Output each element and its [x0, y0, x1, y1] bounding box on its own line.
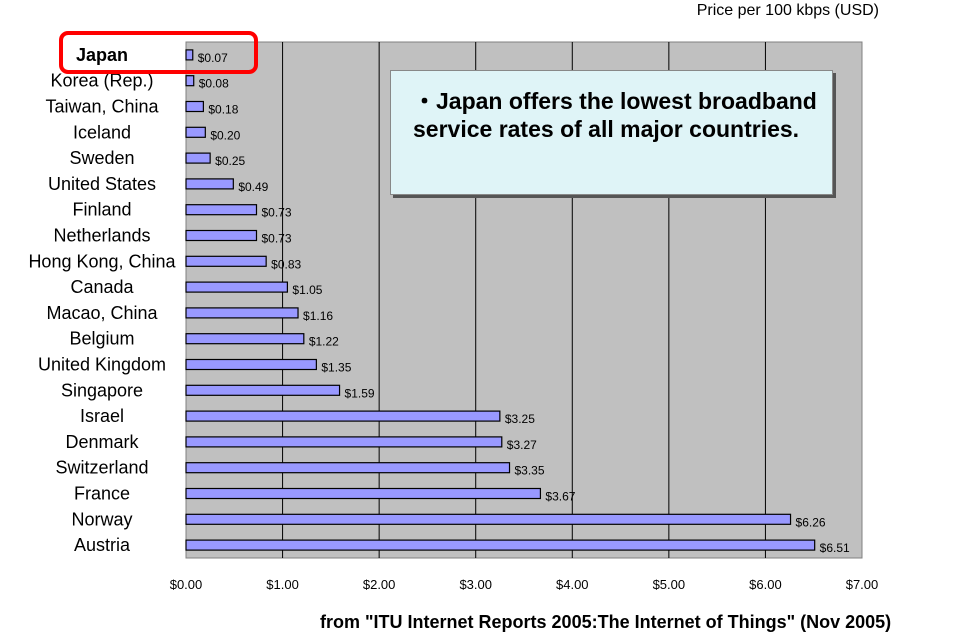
category-label: Taiwan, China [45, 97, 159, 117]
x-tick-label: $0.00 [170, 577, 203, 592]
bar-value-label: $3.25 [505, 412, 535, 426]
category-label: Macao, China [46, 303, 158, 323]
x-tick-label: $5.00 [653, 577, 686, 592]
bar-value-label: $0.08 [199, 77, 229, 91]
bar-value-label: $0.20 [210, 128, 240, 142]
x-tick-label: $6.00 [749, 577, 782, 592]
bar-value-label: $1.16 [303, 309, 333, 323]
bar-value-label: $0.49 [238, 180, 268, 194]
x-tick-label: $3.00 [459, 577, 492, 592]
bar-value-label: $0.73 [261, 232, 291, 246]
category-label: Israel [80, 406, 124, 426]
x-tick-label: $7.00 [846, 577, 879, 592]
category-label: Iceland [73, 122, 131, 142]
bar [185, 255, 267, 267]
x-tick-label: $1.00 [266, 577, 299, 592]
x-axis-tick-labels: $0.00 $1.00 $2.00 $3.00 $4.00 $5.00 $6.00 $7.00 [170, 577, 879, 592]
bar [185, 126, 206, 138]
bar-value-label: $3.27 [507, 438, 537, 452]
x-tick-label: $2.00 [363, 577, 396, 592]
bar [185, 229, 258, 242]
highlight-box [59, 31, 258, 74]
bar-value-label: $3.35 [515, 464, 545, 478]
bar-value-label: $0.73 [261, 206, 291, 220]
bar-value-label: $6.26 [796, 515, 826, 529]
bar [185, 358, 317, 371]
category-label: United States [48, 174, 156, 194]
bar [185, 384, 341, 396]
category-label: Canada [70, 277, 134, 297]
bar-value-label: $0.07 [198, 51, 228, 65]
source-citation: from "ITU Internet Reports 2005:The Inte… [320, 612, 892, 632]
bar [185, 281, 289, 293]
bar [185, 462, 511, 474]
bar [185, 100, 204, 113]
bar [185, 152, 211, 164]
category-labels: Japan Korea (Rep.) Taiwan, China Iceland Swe… [28, 45, 176, 555]
category-label: Denmark [65, 432, 139, 452]
bar [185, 49, 194, 61]
bar-value-label: $1.35 [321, 361, 351, 375]
bar [185, 410, 501, 422]
bar-value-label: $0.83 [271, 257, 301, 271]
category-label: Belgium [69, 329, 134, 349]
category-label: Sweden [69, 148, 134, 168]
category-label: Korea (Rep.) [50, 71, 153, 91]
bar [185, 307, 299, 319]
bar-value-label: $1.22 [309, 335, 339, 349]
bar-value-label: $0.18 [208, 103, 238, 117]
bar [185, 513, 792, 525]
category-label: Netherlands [53, 226, 150, 246]
bars [185, 49, 816, 551]
category-label: Hong Kong, China [28, 251, 176, 271]
bar-value-label: $6.51 [820, 541, 850, 555]
bar-value-label: $3.67 [545, 490, 575, 504]
category-label: Singapore [61, 380, 143, 400]
bar [185, 333, 305, 345]
category-label: Norway [71, 509, 132, 529]
bar [185, 436, 503, 448]
category-label: Austria [74, 535, 131, 555]
bar [185, 204, 258, 216]
category-label: Japan [76, 45, 128, 65]
bar [185, 487, 542, 500]
value-labels: $0.07 $0.08 $0.18 $0.20 $0.25 $0.49 $0.73 $0.73… [198, 51, 850, 555]
x-tick-label: $4.00 [556, 577, 589, 592]
bar-value-label: $0.25 [215, 154, 245, 168]
callout-text: ・Japan offers the lowest broadband servi… [413, 88, 817, 142]
category-label: Switzerland [55, 458, 148, 478]
axis-unit-label: Price per 100 kbps (USD) [696, 2, 879, 19]
bar [185, 178, 234, 190]
bar [185, 539, 816, 551]
bar-value-label: $1.05 [292, 283, 322, 297]
callout-box: ・Japan offers the lowest broadband servi… [390, 70, 833, 195]
category-label: United Kingdom [38, 355, 166, 375]
category-label: France [74, 484, 130, 504]
bar [185, 75, 195, 87]
category-label: Finland [72, 200, 131, 220]
bar-value-label: $1.59 [345, 386, 375, 400]
